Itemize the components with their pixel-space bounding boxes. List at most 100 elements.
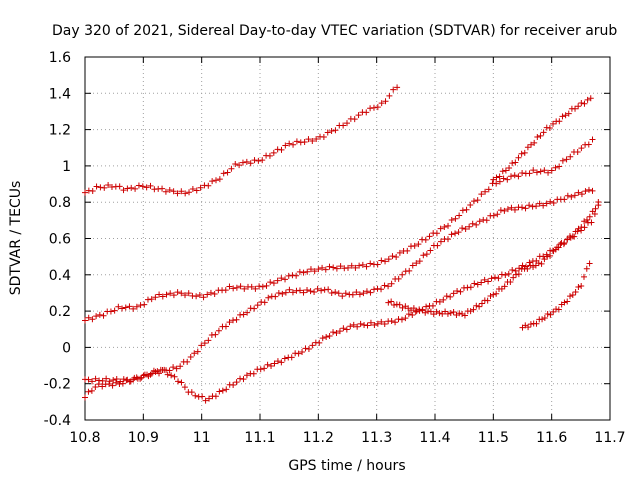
data-point	[393, 253, 400, 260]
data-point	[120, 376, 127, 383]
data-point	[164, 371, 171, 378]
data-point	[473, 302, 480, 309]
y-tick-label: -0.2	[44, 377, 71, 393]
data-point	[374, 261, 381, 268]
data-point	[352, 264, 359, 271]
data-point	[350, 321, 357, 328]
data-point	[364, 322, 371, 329]
data-point	[556, 118, 563, 125]
data-point	[495, 275, 502, 282]
data-point	[440, 296, 447, 303]
data-point	[494, 211, 501, 218]
data-point	[410, 305, 417, 312]
data-point	[544, 253, 551, 260]
data-point	[563, 156, 570, 163]
data-point	[349, 291, 356, 298]
y-tick-label: 0	[62, 340, 71, 356]
data-point	[243, 372, 250, 379]
data-point	[250, 370, 257, 377]
data-point	[444, 310, 451, 317]
data-point	[487, 293, 494, 300]
data-point	[538, 260, 545, 267]
data-point	[85, 314, 92, 321]
data-point	[224, 169, 231, 176]
data-point	[174, 289, 181, 296]
data-point	[240, 311, 247, 318]
data-point	[541, 256, 548, 263]
data-point	[251, 305, 258, 312]
data-point	[241, 285, 248, 292]
data-point	[411, 242, 418, 249]
x-tick-label: 11.3	[361, 430, 392, 446]
data-point	[581, 100, 588, 107]
data-point	[148, 296, 155, 303]
data-point	[524, 144, 531, 151]
data-point	[412, 308, 419, 315]
data-point	[420, 252, 427, 259]
data-point	[281, 355, 288, 362]
data-point	[82, 317, 88, 324]
data-point	[187, 354, 194, 361]
data-point	[110, 377, 117, 384]
data-point	[168, 372, 175, 379]
data-point	[274, 277, 281, 284]
data-point	[259, 283, 266, 290]
data-point	[548, 167, 555, 174]
data-point	[388, 318, 395, 325]
data-point	[206, 395, 213, 402]
data-point	[92, 375, 99, 382]
data-point	[478, 300, 485, 307]
data-point	[527, 262, 534, 269]
data-point	[226, 319, 233, 326]
data-point	[353, 289, 360, 296]
data-point	[205, 182, 212, 189]
data-point	[526, 170, 533, 177]
data-point	[583, 216, 590, 223]
data-point	[459, 310, 466, 317]
data-point	[216, 388, 223, 395]
data-point	[200, 294, 207, 301]
data-point	[482, 188, 489, 195]
data-point	[524, 265, 531, 272]
data-point	[322, 266, 329, 273]
data-point	[367, 289, 374, 296]
data-point	[252, 285, 259, 292]
data-point	[167, 290, 174, 297]
data-point	[496, 173, 503, 180]
data-point	[470, 198, 477, 205]
data-point	[509, 266, 516, 273]
data-marks	[82, 84, 602, 404]
data-point	[103, 375, 110, 382]
data-point	[289, 289, 296, 296]
data-point	[113, 376, 120, 383]
data-point	[490, 291, 497, 298]
data-point	[99, 383, 106, 390]
data-point	[572, 228, 579, 235]
data-point	[270, 149, 277, 156]
data-point	[511, 172, 518, 179]
data-point	[547, 198, 554, 205]
data-point	[545, 169, 552, 176]
x-tick-label: 10.9	[128, 430, 159, 446]
data-point	[569, 233, 576, 240]
data-point	[314, 285, 321, 292]
data-point	[527, 321, 534, 328]
data-point	[106, 380, 113, 387]
data-point	[237, 283, 244, 290]
data-point	[191, 350, 198, 357]
data-point	[450, 308, 457, 315]
data-point	[124, 185, 131, 192]
data-point	[192, 392, 199, 399]
data-point	[282, 276, 289, 283]
data-point	[586, 260, 593, 267]
x-tick-label: 11.7	[594, 430, 625, 446]
data-point	[564, 298, 571, 305]
data-point	[182, 292, 189, 299]
data-point	[313, 135, 320, 142]
data-point	[216, 176, 223, 183]
data-point	[92, 384, 99, 391]
data-point	[339, 293, 346, 300]
x-tick-labels: 10.8 10.9 11 11.1 11.2 11.3 11.4 11.5 11.6 11.7	[69, 430, 625, 446]
y-tick-label: 1.2	[49, 123, 71, 139]
x-tick-label: 11.2	[303, 430, 334, 446]
